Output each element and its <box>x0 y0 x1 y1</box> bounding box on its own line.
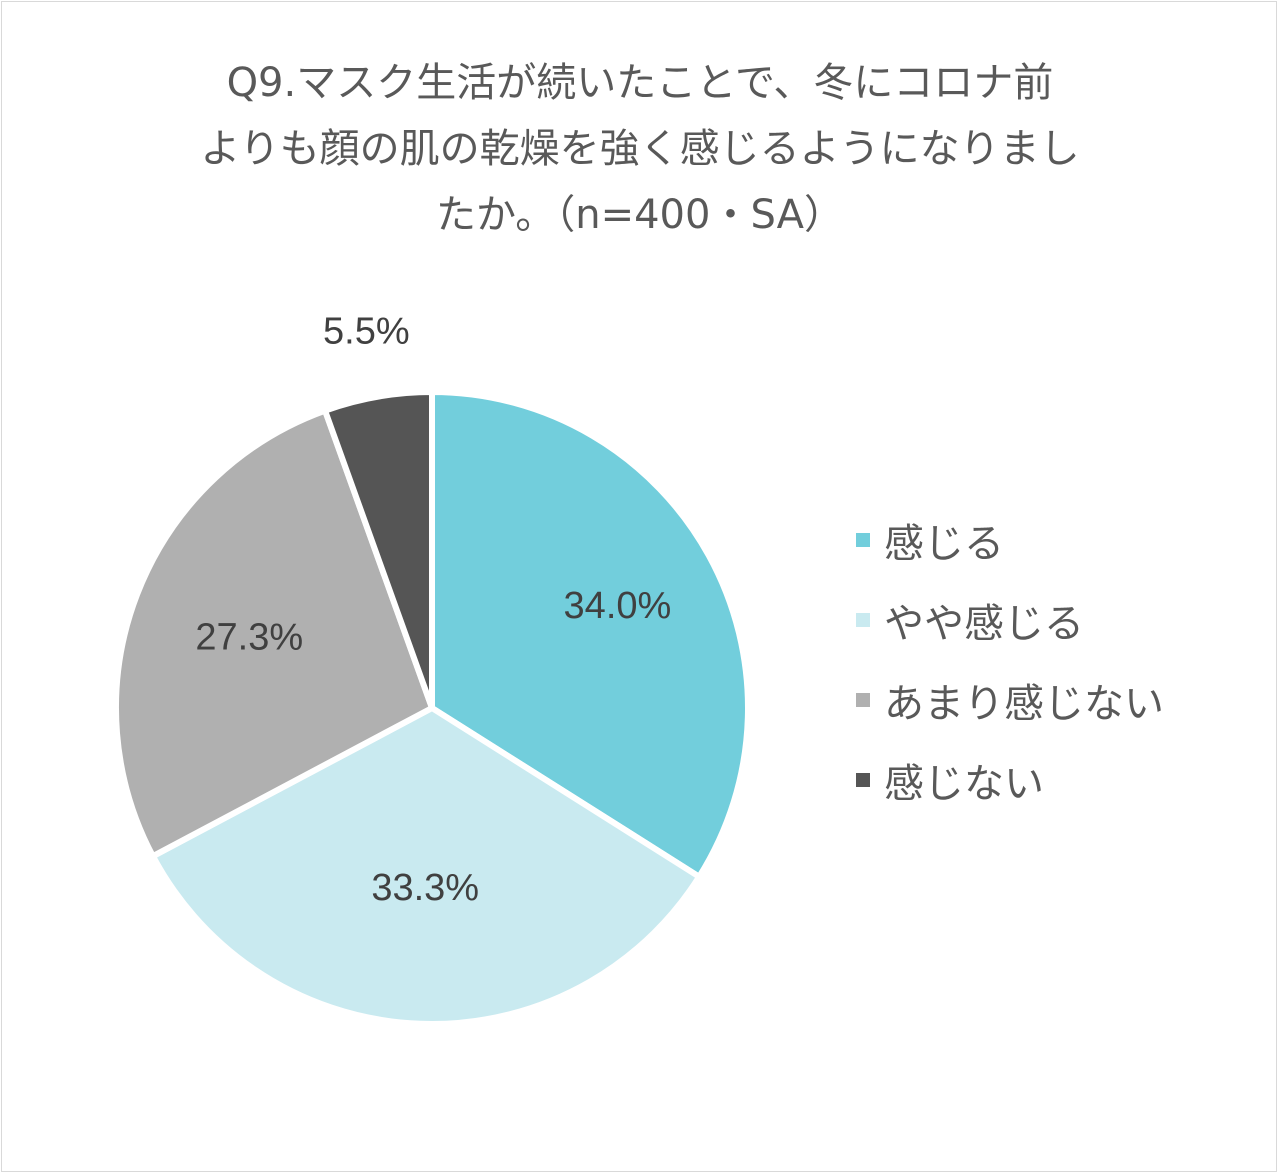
chart-title-line-1: Q9.マスク生活が続いたことで、冬にコロナ前 <box>226 60 1054 106</box>
legend-swatch <box>856 533 870 547</box>
pie-slice-kanjinai <box>322 389 435 711</box>
data-label-kanjinai: 5.5% <box>323 310 410 352</box>
legend-item-kanjiru: 感じる <box>856 500 1164 580</box>
legend-item-amari-kanjinai: あまり感じない <box>856 660 1164 740</box>
pie-slices <box>113 389 751 1027</box>
legend-swatch <box>856 773 870 787</box>
chart-title: Q9.マスク生活が続いたことで、冬にコロナ前 よりも顔の肌の乾燥を強く感じるよう… <box>130 50 1150 248</box>
chart-legend: 感じる やや感じる あまり感じない 感じない <box>856 500 1164 820</box>
chart-title-line-3: たか。（n=400・SA） <box>436 192 844 238</box>
pie-data-labels: 34.0% 33.3% 27.3% 5.5% <box>195 310 671 909</box>
legend-label: やや感じる <box>884 601 1084 647</box>
data-label-kanjiru: 34.0% <box>564 585 672 627</box>
legend-swatch <box>856 613 870 627</box>
legend-label: 感じる <box>884 521 1004 567</box>
chart-title-line-2: よりも顔の肌の乾燥を強く感じるようになりまし <box>200 126 1080 172</box>
pie-slice-amari-kanjinai <box>113 407 435 860</box>
data-label-amari-kanjinai: 27.3% <box>195 616 303 658</box>
legend-label: あまり感じない <box>884 681 1164 727</box>
legend-item-yaya-kanjiru: やや感じる <box>856 580 1164 660</box>
legend-label: 感じない <box>884 761 1044 807</box>
legend-swatch <box>856 693 870 707</box>
legend-item-kanjinai: 感じない <box>856 740 1164 820</box>
data-label-yaya-kanjiru: 33.3% <box>371 867 479 909</box>
